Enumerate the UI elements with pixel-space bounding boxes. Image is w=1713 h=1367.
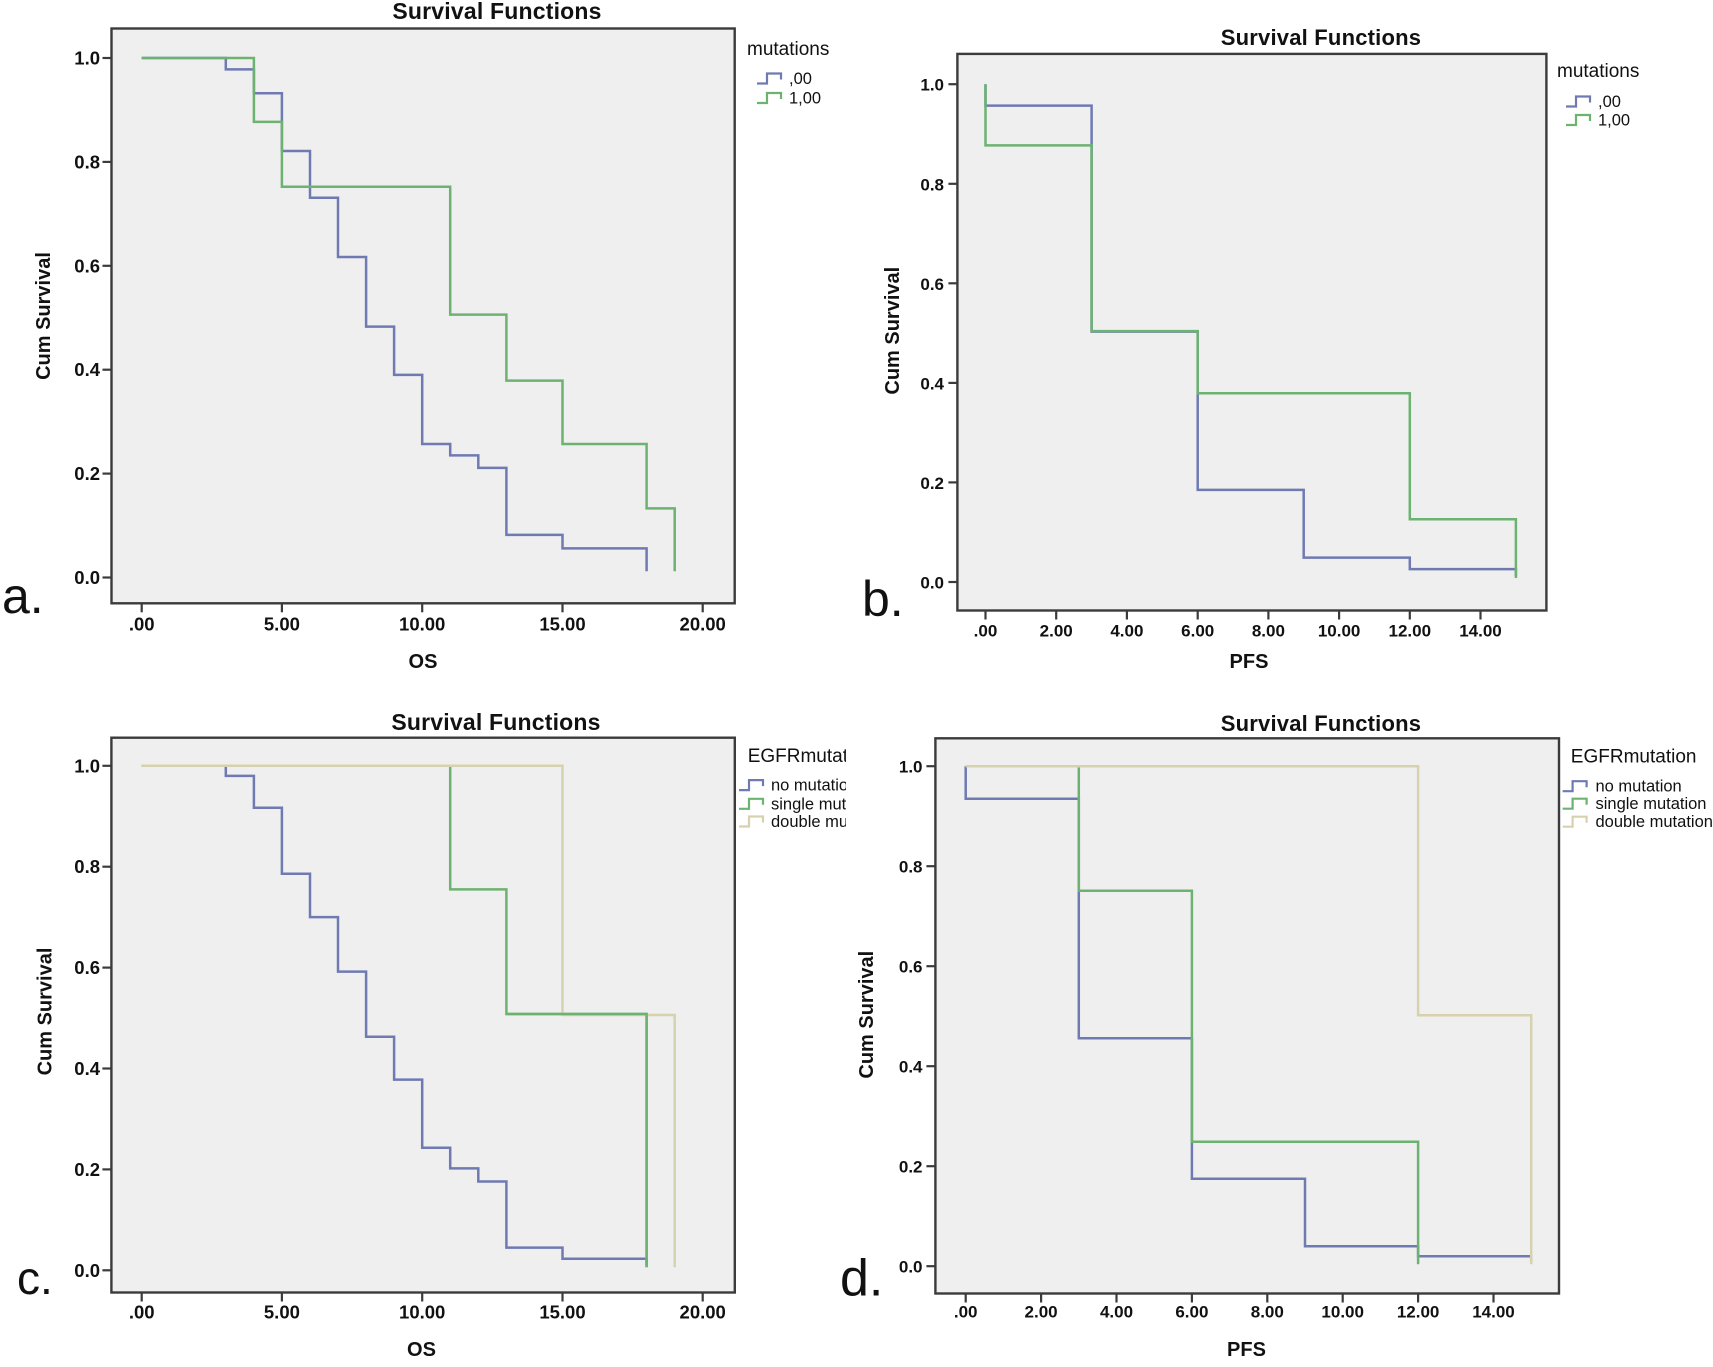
svg-text:0.6: 0.6 <box>74 957 100 978</box>
svg-text:1,00: 1,00 <box>789 90 821 108</box>
svg-text:Cum Survival: Cum Survival <box>33 252 55 380</box>
svg-text:10.00: 10.00 <box>399 614 445 635</box>
svg-text:d.: d. <box>840 1250 883 1308</box>
svg-text:.00: .00 <box>129 1302 155 1323</box>
svg-text:20.00: 20.00 <box>680 1302 726 1323</box>
svg-text:10.00: 10.00 <box>1318 622 1361 641</box>
svg-text:Cum Survival: Cum Survival <box>882 267 904 395</box>
svg-text:OS: OS <box>409 651 438 673</box>
svg-text:0.2: 0.2 <box>74 463 100 484</box>
svg-text:5.00: 5.00 <box>264 614 300 635</box>
svg-text:.00: .00 <box>974 622 998 641</box>
svg-text:c.: c. <box>17 1252 53 1304</box>
svg-text:a.: a. <box>2 568 44 624</box>
svg-text:Cum Survival: Cum Survival <box>35 948 57 1076</box>
svg-text:6.00: 6.00 <box>1175 1303 1208 1322</box>
svg-text:1.0: 1.0 <box>899 758 923 777</box>
svg-text:Survival Functions: Survival Functions <box>391 709 600 735</box>
svg-text:8.00: 8.00 <box>1252 622 1285 641</box>
svg-text:0.4: 0.4 <box>920 374 944 393</box>
svg-text:,00: ,00 <box>1598 93 1621 111</box>
svg-text:15.00: 15.00 <box>539 1302 585 1323</box>
svg-text:b.: b. <box>862 571 904 627</box>
svg-text:12.00: 12.00 <box>1397 1303 1440 1322</box>
svg-text:0.8: 0.8 <box>920 175 944 194</box>
svg-text:0.8: 0.8 <box>74 856 100 877</box>
svg-text:10.00: 10.00 <box>1321 1303 1364 1322</box>
svg-text:EGFRmutation: EGFRmutation <box>1571 746 1697 767</box>
svg-text:PFS: PFS <box>1230 651 1269 673</box>
svg-text:0.0: 0.0 <box>899 1258 923 1277</box>
svg-text:0.2: 0.2 <box>74 1159 100 1180</box>
svg-text:14.00: 14.00 <box>1472 1303 1515 1322</box>
svg-text:0.2: 0.2 <box>920 474 944 493</box>
svg-text:10.00: 10.00 <box>399 1302 445 1323</box>
svg-text:mutations: mutations <box>1557 61 1639 82</box>
svg-text:no mutation: no mutation <box>771 777 857 795</box>
svg-text:mutations: mutations <box>747 39 829 60</box>
svg-text:.00: .00 <box>129 614 155 635</box>
svg-text:Survival Functions: Survival Functions <box>1221 25 1421 50</box>
svg-text:single mutation: single mutation <box>771 795 882 813</box>
svg-text:Survival Functions: Survival Functions <box>1221 711 1421 736</box>
svg-text:1.0: 1.0 <box>74 48 100 69</box>
svg-text:.00: .00 <box>954 1303 978 1322</box>
svg-text:0.8: 0.8 <box>899 858 923 877</box>
svg-text:15.00: 15.00 <box>539 614 585 635</box>
svg-text:0.4: 0.4 <box>899 1058 923 1077</box>
svg-text:double mutation: double mutation <box>771 813 888 831</box>
svg-text:20.00: 20.00 <box>680 614 726 635</box>
svg-text:1.0: 1.0 <box>920 76 944 95</box>
svg-text:1,00: 1,00 <box>1598 112 1630 130</box>
svg-text:0.0: 0.0 <box>74 567 100 588</box>
svg-text:14.00: 14.00 <box>1459 622 1502 641</box>
svg-text:double mutation: double mutation <box>1596 813 1713 831</box>
svg-text:EGFRmutation: EGFRmutation <box>748 746 874 767</box>
svg-text:,00: ,00 <box>789 70 812 88</box>
svg-text:8.00: 8.00 <box>1251 1303 1284 1322</box>
svg-text:0.4: 0.4 <box>74 1058 100 1079</box>
svg-text:2.00: 2.00 <box>1025 1303 1058 1322</box>
svg-text:0.6: 0.6 <box>920 275 944 294</box>
svg-text:PFS: PFS <box>1227 1339 1266 1361</box>
svg-text:6.00: 6.00 <box>1181 622 1214 641</box>
svg-text:5.00: 5.00 <box>264 1302 300 1323</box>
svg-text:4.00: 4.00 <box>1100 1303 1133 1322</box>
svg-text:no mutation: no mutation <box>1596 778 1682 796</box>
svg-text:0.8: 0.8 <box>74 151 100 172</box>
svg-text:0.0: 0.0 <box>920 574 944 593</box>
svg-text:OS: OS <box>407 1339 436 1361</box>
svg-text:12.00: 12.00 <box>1389 622 1432 641</box>
svg-text:0.6: 0.6 <box>74 255 100 276</box>
svg-text:0.0: 0.0 <box>74 1260 100 1281</box>
svg-text:2.00: 2.00 <box>1040 622 1073 641</box>
svg-text:Survival Functions: Survival Functions <box>392 0 601 24</box>
svg-text:0.2: 0.2 <box>899 1158 923 1177</box>
svg-text:1.0: 1.0 <box>74 755 100 776</box>
svg-text:0.6: 0.6 <box>899 958 923 977</box>
svg-text:0.4: 0.4 <box>74 359 100 380</box>
svg-text:4.00: 4.00 <box>1110 622 1143 641</box>
svg-text:Cum Survival: Cum Survival <box>856 951 878 1079</box>
svg-text:single mutation: single mutation <box>1596 795 1707 813</box>
